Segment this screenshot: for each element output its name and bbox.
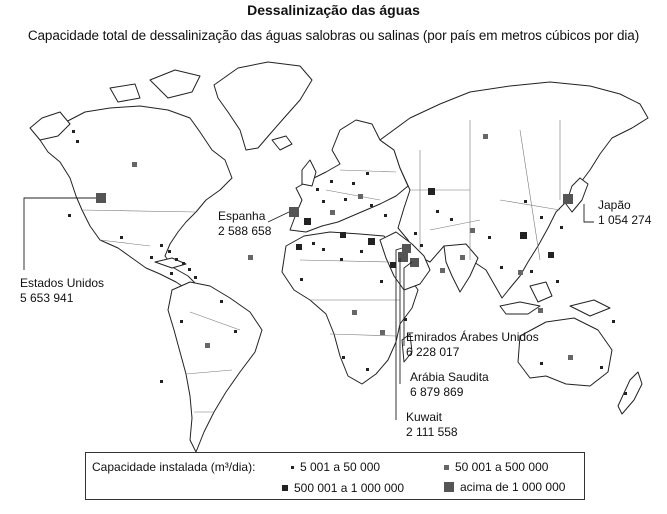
marker-large-9 <box>520 232 527 239</box>
marker-mid-2 <box>483 134 488 139</box>
callout-japan: Japão 1 054 274 <box>598 198 651 228</box>
legend-item-xlarge: acima de 1 000 000 <box>444 480 565 494</box>
callout-uae-value: 6 228 017 <box>406 345 460 359</box>
marker-uae <box>410 258 419 267</box>
alaska-landmass <box>29 111 71 141</box>
legend-swatch-small <box>291 465 294 469</box>
marker-large-7 <box>368 238 375 245</box>
marker-spain <box>289 207 299 217</box>
callout-usa-value: 5 653 941 <box>20 291 74 305</box>
marker-large-11 <box>548 252 554 258</box>
greenland-landmass <box>213 61 313 151</box>
africa-landmass <box>281 231 419 385</box>
callout-saudi-name: Arábia Saudita <box>410 370 489 384</box>
legend-label-xlarge: acima de 1 000 000 <box>460 480 566 494</box>
callout-usa: Estados Unidos 5 653 941 <box>20 276 104 306</box>
callout-saudi: Arábia Saudita 6 879 869 <box>410 370 489 400</box>
marker-usa <box>96 193 106 203</box>
callout-kuwait-value: 2 111 558 <box>406 425 458 439</box>
map-subtitle: Capacidade total de dessalinização das á… <box>27 28 640 43</box>
marker-mid-12 <box>330 210 335 215</box>
legend-swatch-xlarge <box>444 482 454 492</box>
legend-label-large: 500 001 a 1 000 000 <box>294 481 405 495</box>
marker-mid-5 <box>460 255 465 260</box>
callout-uae: Emirados Árabes Unidos 6 228 017 <box>406 330 539 360</box>
iceland <box>271 135 293 151</box>
marker-mid-10 <box>538 308 543 313</box>
south-america-landmass <box>167 281 263 453</box>
new-guinea <box>569 299 611 317</box>
callout-kuwait: Kuwait 2 111 558 <box>406 410 458 440</box>
callout-japan-value: 1 054 274 <box>598 213 652 227</box>
indian-subcontinent <box>443 243 479 293</box>
callout-uae-name: Emirados Árabes Unidos <box>406 330 539 344</box>
callout-spain-value: 2 588 658 <box>218 224 272 238</box>
arctic-islands-2 <box>109 83 141 103</box>
legend-item-medium: 50 001 a 500 000 <box>444 460 548 474</box>
indonesia-islands <box>499 301 541 315</box>
legend-label-medium: 50 001 a 500 000 <box>455 460 549 474</box>
marker-mid-6 <box>470 228 475 233</box>
callout-japan-name: Japão <box>598 198 631 212</box>
small-markers <box>68 130 627 395</box>
legend-item-small: 5 001 a 50 000 <box>291 460 380 474</box>
new-zealand <box>617 371 643 415</box>
callout-usa-name: Estados Unidos <box>20 276 105 290</box>
legend-swatch-large <box>282 485 288 491</box>
marker-large-12 <box>296 244 302 250</box>
marker-mid-14 <box>440 268 445 273</box>
callout-leaders <box>23 197 594 420</box>
marker-mid-8 <box>518 270 523 275</box>
marker-mid-9 <box>352 310 357 315</box>
marker-mid-7 <box>358 194 363 199</box>
marker-mid-3 <box>205 343 210 348</box>
capacity-markers <box>68 130 627 395</box>
arctic-islands <box>149 69 201 99</box>
marker-saudi <box>398 252 408 262</box>
marker-kuwait <box>402 244 411 253</box>
marker-large-6 <box>428 188 435 195</box>
country-borders <box>81 120 561 413</box>
borneo <box>529 281 553 303</box>
callout-spain: Espanha 2 588 658 <box>218 209 271 239</box>
north-america-landmass <box>39 105 233 291</box>
map-title: Dessalinização das águas <box>247 2 420 18</box>
legend-item-large: 500 001 a 1 000 000 <box>282 481 404 495</box>
legend-title: Capacidade instalada (m³/dia): <box>92 460 256 474</box>
marker-large-8 <box>340 232 346 238</box>
uk-landmass <box>301 159 317 187</box>
marker-mid-13 <box>248 255 253 260</box>
legend-label-small: 5 001 a 50 000 <box>300 460 381 474</box>
marker-japan <box>563 194 573 204</box>
marker-large-10 <box>390 262 396 268</box>
marker-mid-4 <box>568 355 573 360</box>
marker-mid-1 <box>132 162 137 167</box>
madagascar <box>401 333 413 363</box>
legend: Capacidade instalada (m³/dia): 5 001 a 5… <box>85 452 585 500</box>
callout-spain-name: Espanha <box>218 209 266 223</box>
callout-kuwait-name: Kuwait <box>406 410 443 424</box>
callout-saudi-value: 6 879 869 <box>410 385 464 399</box>
marker-large-5 <box>304 218 311 225</box>
legend-swatch-medium <box>444 464 449 470</box>
cuba <box>154 257 187 269</box>
marker-mid-11 <box>380 330 385 335</box>
australia-landmass <box>517 317 613 387</box>
